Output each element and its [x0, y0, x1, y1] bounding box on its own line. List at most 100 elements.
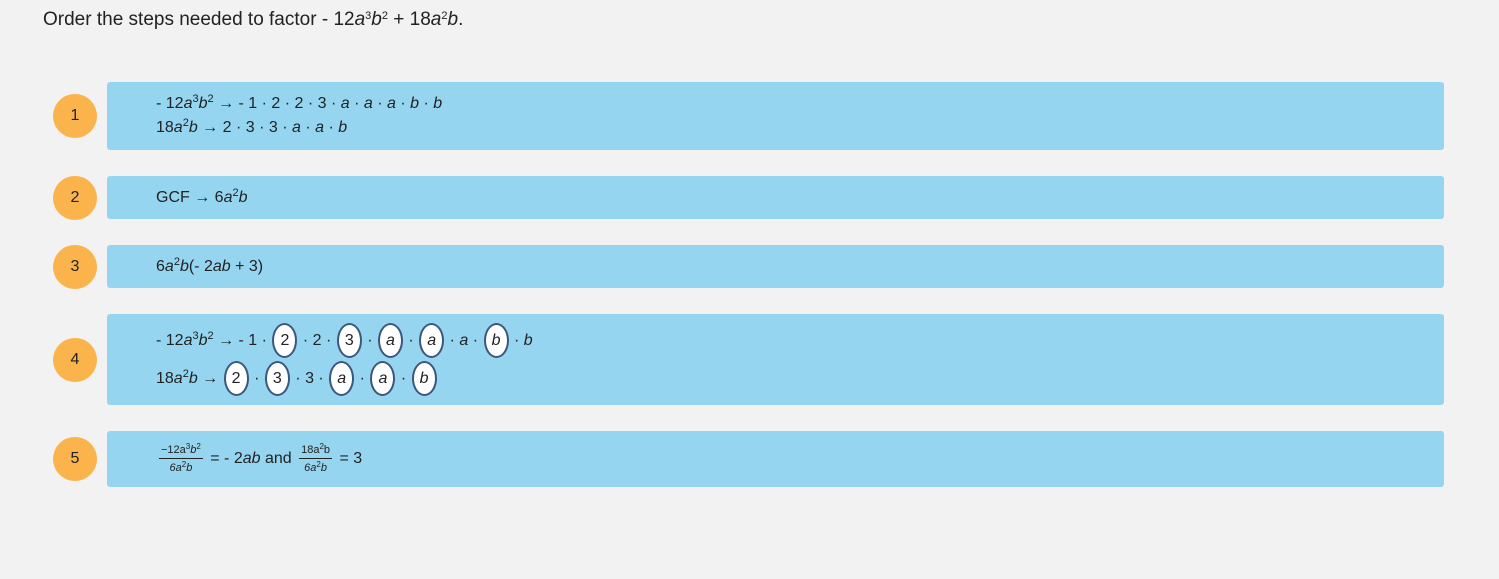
variable: a: [173, 119, 183, 136]
exponent: 2: [207, 329, 214, 342]
step-row: 2 GCF → 6a2b: [53, 175, 1444, 220]
text: ·: [362, 331, 377, 349]
exponent: 3: [192, 329, 199, 342]
text: ·: [324, 119, 339, 136]
step-card[interactable]: - 12a3b2 → - 1 · 2 · 2 · 3 · a · a · a ·…: [107, 82, 1444, 150]
step-row: 4- 12a3b2 → - 1 · 2 · 2 · 3 · a · a · a …: [53, 314, 1444, 405]
variable: b: [198, 95, 208, 112]
step-line: - 12a3b2 → - 1 · 2 · 2 · 3 · a · a · a ·…: [156, 92, 1444, 116]
text: ·: [445, 331, 460, 349]
text: ·: [468, 331, 483, 349]
text: ·: [419, 95, 434, 112]
variable: b: [338, 119, 348, 136]
variable: b: [410, 95, 420, 112]
exponent: 2: [319, 442, 324, 451]
variable: a: [223, 188, 233, 206]
variable: b: [433, 95, 443, 112]
variable: a: [459, 331, 469, 349]
text: ·: [355, 369, 370, 387]
text: 18: [156, 119, 174, 136]
exponent: 2: [182, 367, 189, 380]
circled-factor: b: [411, 360, 437, 396]
step-row: 3 6a2b(- 2ab + 3): [53, 244, 1444, 289]
variable: a: [340, 95, 350, 112]
step-line: 18a2b → 2 · 3 · 3 · a · a · b: [156, 360, 1444, 398]
exponent: 2: [207, 93, 214, 105]
circled-factor: 2: [223, 360, 249, 396]
text: ·: [300, 119, 316, 136]
variable: a: [430, 9, 442, 30]
step-line: 6a2b(- 2ab + 3): [156, 255, 1444, 279]
text: = - 2: [205, 450, 243, 468]
exponent: 3: [185, 442, 191, 451]
text: → - 1 · 2 · 2 · 3 ·: [213, 95, 341, 112]
variable: 6a: [169, 462, 182, 474]
variable: b: [186, 462, 193, 474]
text: = 3: [335, 450, 363, 468]
exponent: 3: [192, 93, 199, 105]
text: - 12: [156, 95, 184, 112]
exponent: 3: [365, 10, 372, 22]
step-list: 1 - 12a3b2 → - 1 · 2 · 2 · 3 · a · a · a …: [53, 82, 1444, 513]
variable: a: [164, 257, 174, 275]
text: b: [323, 444, 331, 456]
variable: a: [183, 95, 193, 112]
variable: b: [198, 331, 208, 349]
text: 18a: [301, 444, 320, 456]
text: + 18: [388, 9, 431, 30]
text: ·: [509, 331, 524, 349]
step-card[interactable]: −12a3b2 6a2b = - 2ab and 18a2b 6a2b = 3: [107, 431, 1444, 487]
variable: ab: [242, 450, 261, 468]
text: 6: [156, 257, 165, 275]
variable: b: [188, 369, 198, 387]
text: - 12: [321, 9, 355, 30]
step-card[interactable]: 6a2b(- 2ab + 3): [107, 245, 1444, 288]
variable: a: [354, 9, 366, 30]
variable: b: [190, 444, 197, 456]
text: ·: [403, 331, 419, 349]
text: .: [458, 9, 464, 30]
step-line: −12a3b2 6a2b = - 2ab and 18a2b 6a2b = 3: [156, 443, 1444, 475]
text: −12a: [161, 444, 186, 456]
text: · 2 ·: [298, 331, 336, 349]
text: ·: [249, 369, 264, 387]
exponent: 2: [196, 442, 201, 451]
variable: a: [315, 119, 325, 136]
circled-factor: a: [419, 322, 445, 358]
variable: b: [238, 188, 248, 206]
step-card[interactable]: - 12a3b2 → - 1 · 2 · 2 · 3 · a · a · a ·…: [107, 314, 1444, 405]
step-line: GCF → 6a2b: [156, 186, 1444, 210]
step-number: 4: [53, 337, 97, 382]
variable: a: [291, 119, 301, 136]
circled-factor: 3: [336, 322, 362, 358]
variable: b: [188, 119, 198, 136]
step-row: 1- 12a3b2 → - 1 · 2 · 2 · 3 · a · a · a …: [53, 82, 1444, 150]
step-row: 5 −12a3b2 6a2b = - 2ab and 18a2b 6a2b = 3: [53, 431, 1444, 487]
exponent: 2: [173, 255, 180, 268]
question: Order the steps needed to factor - 12a3b…: [43, 9, 463, 31]
variable: a: [183, 331, 193, 349]
variable: b: [320, 462, 327, 474]
circled-factor: b: [483, 322, 509, 358]
step-number: 5: [53, 437, 97, 481]
numerator: −12a3b2: [159, 443, 203, 459]
step-card[interactable]: GCF → 6a2b: [107, 176, 1444, 219]
text: Order the steps needed to factor: [43, 9, 322, 30]
circled-factor: a: [377, 322, 403, 358]
exponent: 2: [232, 186, 239, 199]
exponent: 2: [316, 460, 321, 469]
variable: b: [447, 9, 459, 30]
text: (- 2: [188, 257, 213, 275]
step-number: 1: [53, 94, 97, 138]
fraction: −12a3b2 6a2b: [159, 443, 203, 475]
text: ·: [349, 95, 364, 112]
circled-factor: 2: [272, 322, 298, 358]
text: + 3): [230, 257, 264, 275]
text: ·: [395, 95, 411, 112]
text: ·: [396, 369, 411, 387]
text: → 2 · 3 · 3 ·: [197, 119, 292, 136]
text: - 12: [156, 331, 184, 349]
exponent: 2: [181, 460, 187, 469]
variable: a: [173, 369, 183, 387]
numerator: 18a2b: [299, 442, 333, 459]
